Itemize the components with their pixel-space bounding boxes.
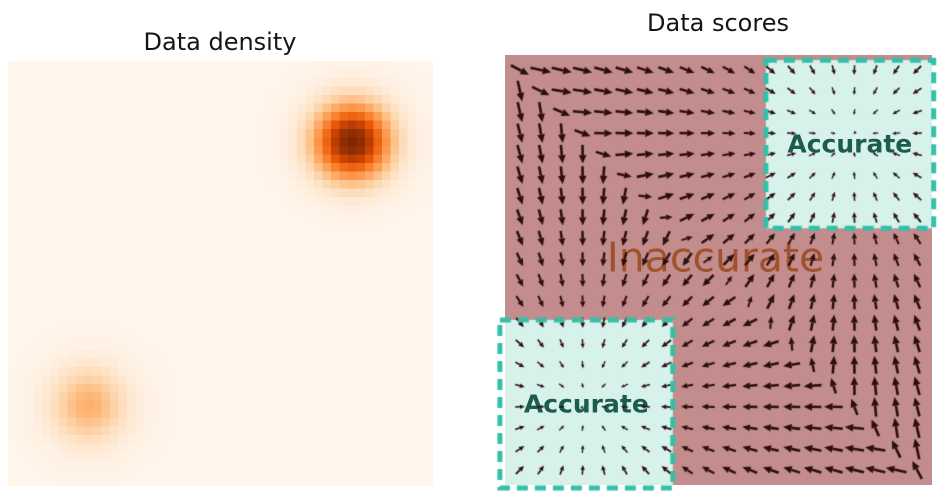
scores-quiver-plot: Inaccurate Accurate Accurate [493,43,943,497]
density-heatmap [8,61,433,486]
inaccurate-region-label: Inaccurate [606,233,825,282]
accurate-region-label-upper-right: Accurate [787,129,913,159]
scores-panel-title: Data scores [647,9,789,37]
accurate-region-label-lower-left: Accurate [523,389,649,419]
density-panel-title: Data density [143,28,297,56]
